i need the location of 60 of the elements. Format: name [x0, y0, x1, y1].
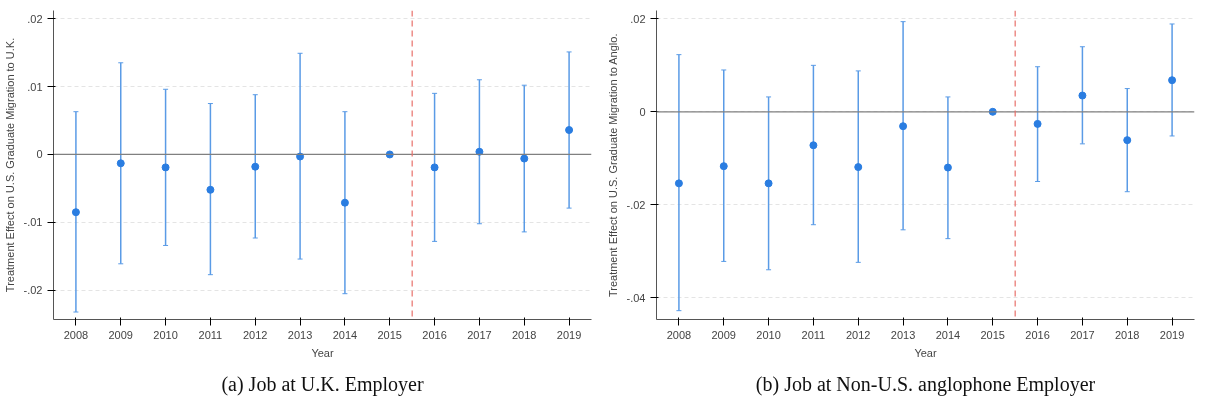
- point: [854, 163, 863, 172]
- point: [1123, 136, 1132, 145]
- text: (b) Job at Non-U.S. anglophone Employer: [755, 372, 1096, 396]
- x-axis-title: Year: [311, 346, 334, 359]
- y-tick-label: -.01: [23, 216, 43, 229]
- x-tick-label: 2011: [198, 328, 223, 341]
- x-tick-label: 2013: [287, 328, 313, 341]
- y-tick-label: -.02: [23, 284, 43, 297]
- point: [206, 185, 215, 194]
- x-tick-label: 2009: [711, 328, 736, 341]
- x-tick-label: 2018: [1115, 328, 1140, 341]
- y-tick-label: .01: [27, 80, 43, 93]
- x-tick-label: 2014: [332, 328, 358, 341]
- x-tick-label: 2013: [890, 328, 916, 341]
- point: [1078, 91, 1087, 100]
- point: [251, 162, 260, 171]
- point: [719, 162, 728, 171]
- y-tick-label: 0: [36, 148, 43, 161]
- point: [674, 179, 683, 188]
- point: [943, 163, 952, 172]
- x-tick-label: 2014: [935, 328, 961, 341]
- x-tick-label: 2012: [243, 328, 268, 341]
- x-tick-label: 2010: [153, 328, 178, 341]
- point: [899, 122, 908, 131]
- x-tick-label: 2008: [666, 328, 692, 341]
- point: [809, 141, 818, 150]
- point: [520, 154, 529, 163]
- point: [565, 126, 574, 135]
- x-tick-label: 2017: [1070, 328, 1095, 341]
- point: [340, 198, 349, 207]
- point: [430, 163, 439, 172]
- y-axis-title: Treatment Effect on U.S. Graduate Migration to U.K.: [3, 37, 16, 293]
- point: [764, 179, 773, 188]
- point: [1033, 119, 1042, 128]
- x-tick-label: 2016: [422, 328, 447, 341]
- x-tick-label: 2012: [846, 328, 871, 341]
- x-tick-label: 2009: [108, 328, 133, 341]
- x-tick-label: 2015: [980, 328, 1005, 341]
- y-tick-label: -.02: [626, 198, 646, 211]
- y-tick-label: .02: [630, 12, 646, 25]
- y-tick-label: .02: [27, 12, 43, 25]
- x-tick-label: 2019: [556, 328, 582, 341]
- x-tick-label: 2016: [1025, 328, 1050, 341]
- x-tick-label: 2008: [63, 328, 89, 341]
- x-tick-label: 2011: [801, 328, 826, 341]
- x-tick-label: 2015: [377, 328, 402, 341]
- x-tick-label: 2019: [1159, 328, 1185, 341]
- x-axis-title: Year: [914, 346, 937, 359]
- y-tick-label: 0: [639, 105, 646, 118]
- x-tick-label: 2017: [467, 328, 492, 341]
- point: [71, 208, 80, 217]
- x-tick-label: 2010: [756, 328, 781, 341]
- y-axis-title: Treatment Effect on U.S. Graduate Migration to Anglo.: [606, 33, 619, 298]
- point: [475, 147, 484, 156]
- point: [116, 159, 125, 168]
- point: [1168, 76, 1177, 85]
- y-tick-label: -.04: [626, 291, 646, 304]
- x-tick-label: 2018: [512, 328, 537, 341]
- text: (a) Job at U.K. Employer: [221, 372, 424, 396]
- point: [161, 163, 170, 172]
